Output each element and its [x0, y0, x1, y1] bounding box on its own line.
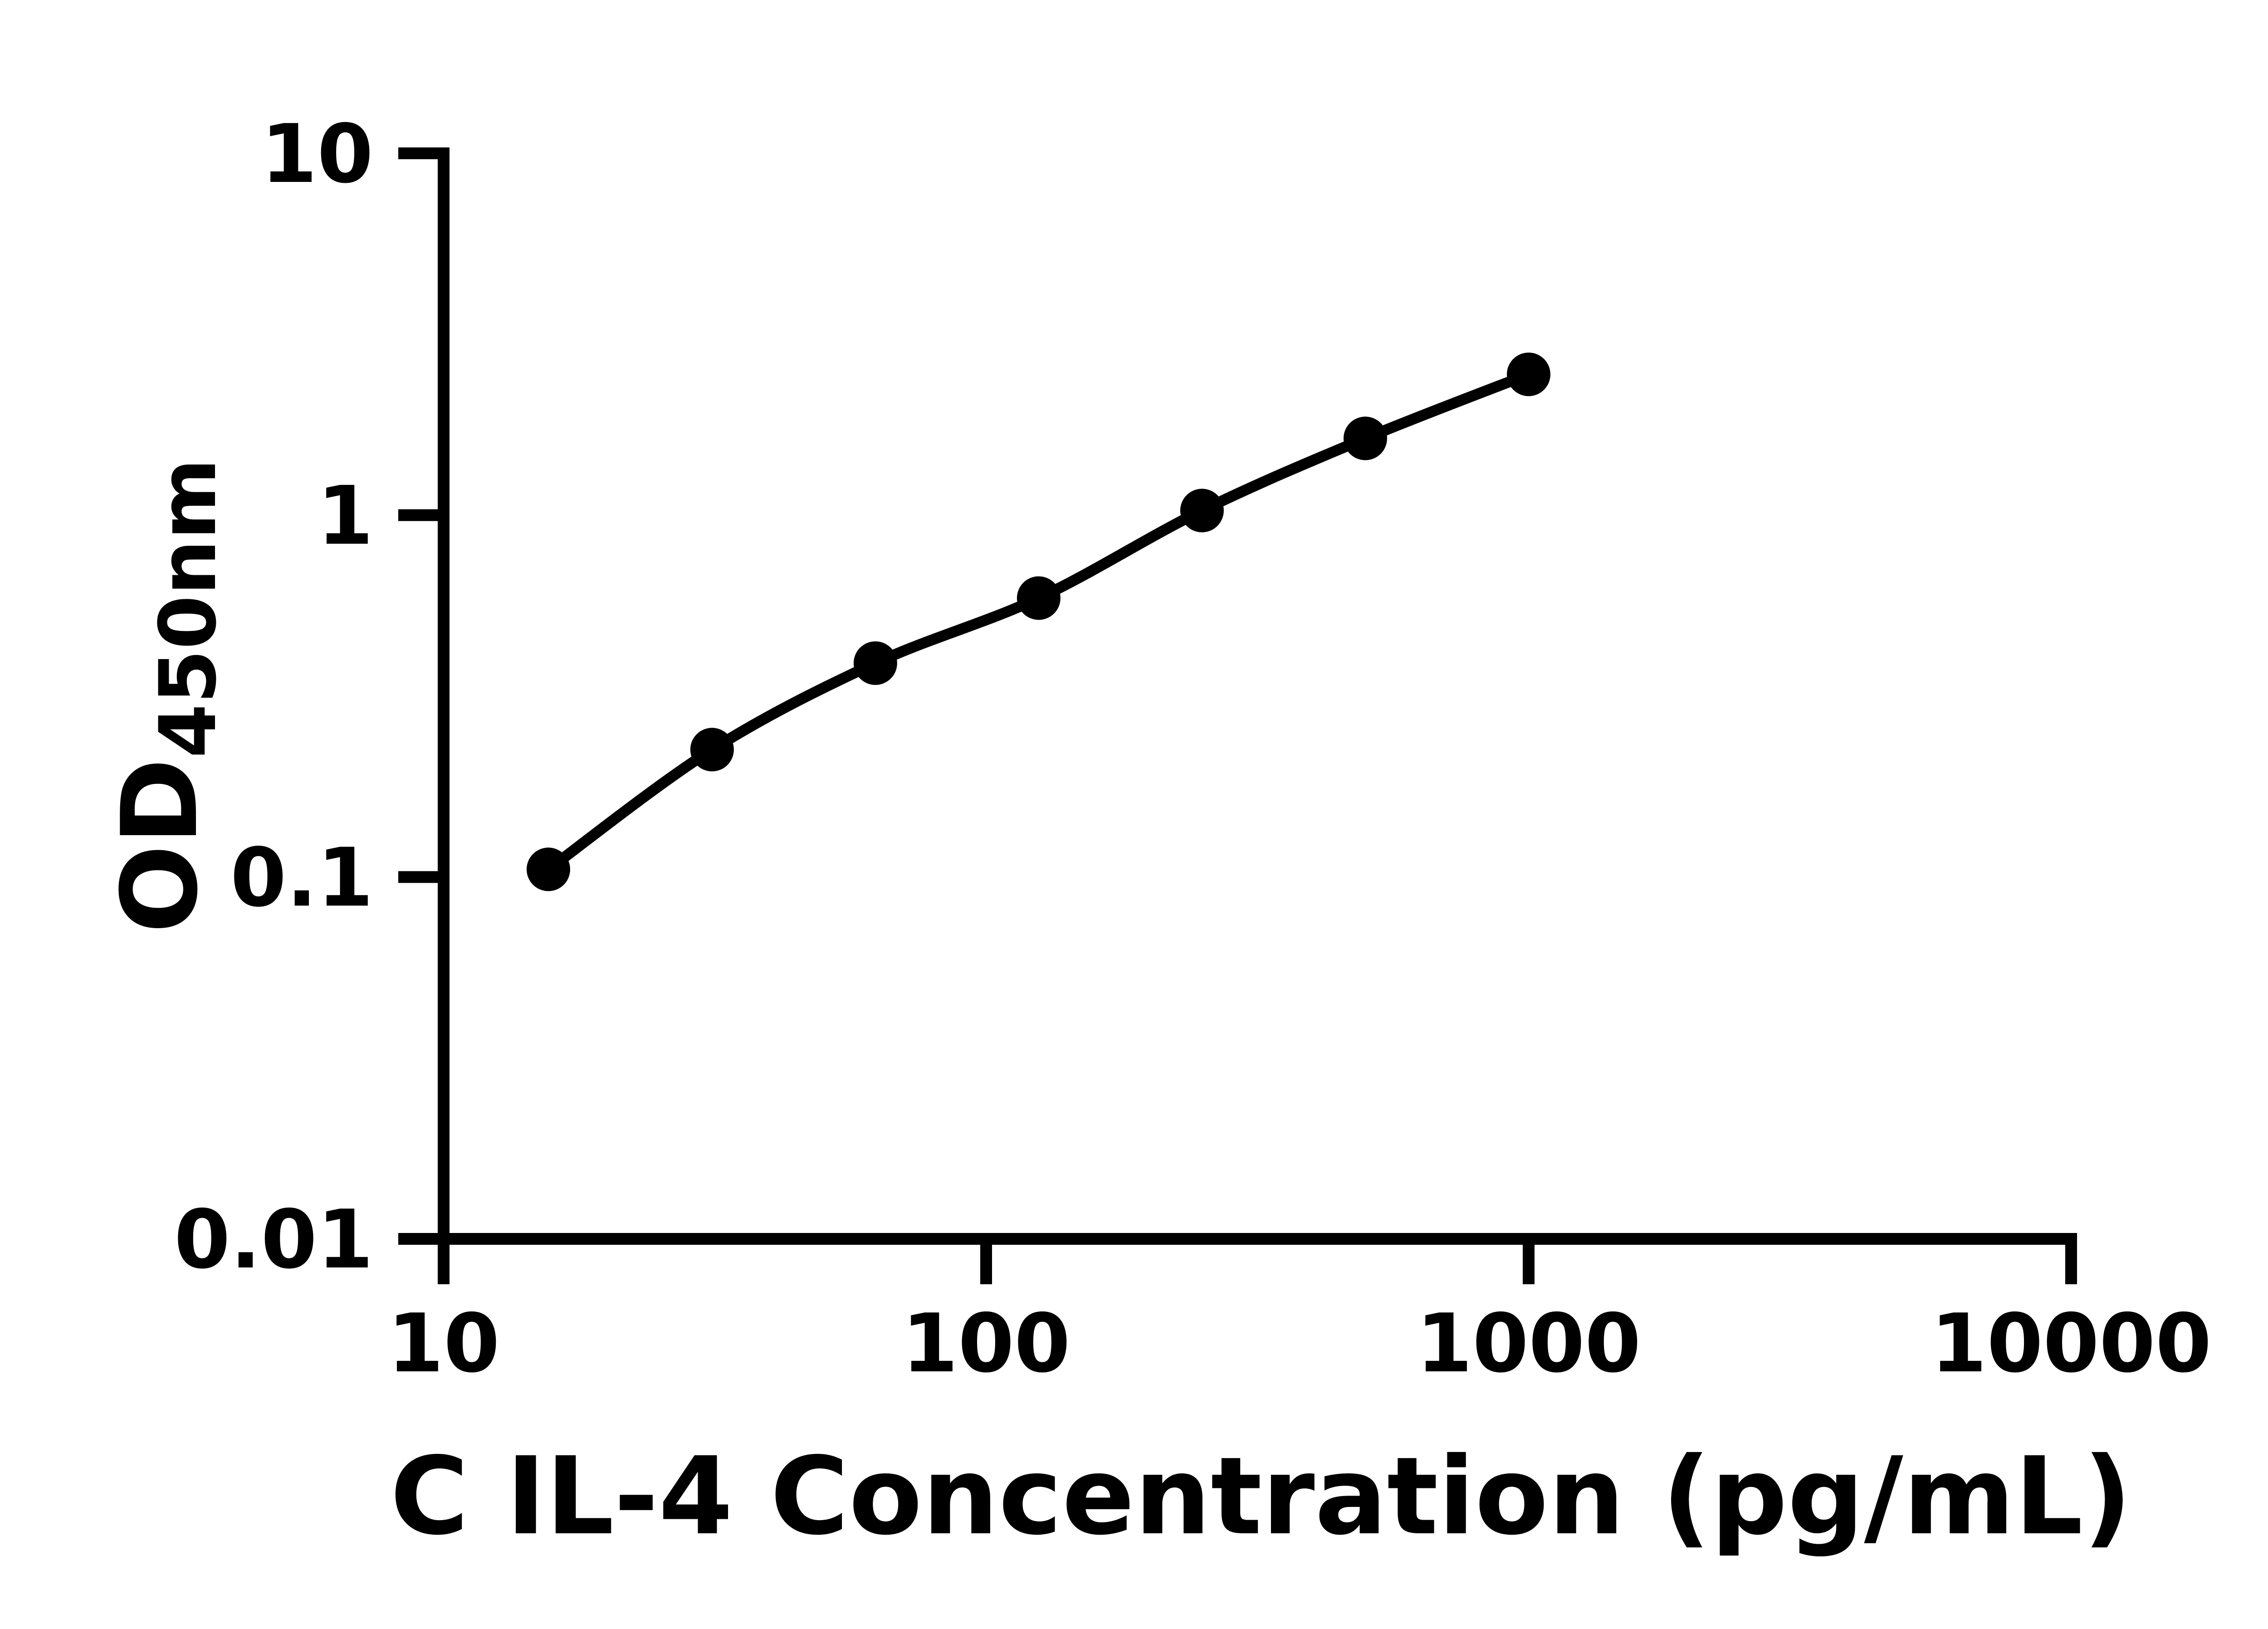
y-tick-marks — [398, 147, 444, 1245]
data-points — [526, 352, 1550, 891]
x-axis-title: C IL-4 Concentration (pg/mL) — [390, 1434, 2132, 1559]
data-point — [1343, 416, 1387, 460]
x-tick-label: 10 — [387, 1296, 500, 1390]
y-tick-label: 10 — [261, 107, 373, 201]
x-tick-label: 100 — [902, 1296, 1070, 1390]
y-tick-labels: 0.01 0.1 1 10 — [174, 107, 373, 1287]
y-tick-label: 0.01 — [174, 1193, 373, 1287]
y-axis-title-main: OD — [100, 758, 221, 933]
data-point — [853, 641, 897, 685]
y-axis-title-subscript: 450nm — [142, 458, 234, 758]
x-tick-marks — [438, 1239, 2077, 1284]
x-tick-label: 1000 — [1416, 1296, 1641, 1390]
x-tick-label: 10000 — [1931, 1296, 2211, 1390]
data-point — [690, 728, 734, 772]
x-tick-labels: 10 100 1000 10000 — [387, 1296, 2211, 1390]
data-point — [1180, 489, 1224, 533]
y-tick-label: 1 — [317, 469, 373, 563]
data-point — [526, 847, 570, 891]
data-point — [1507, 352, 1550, 396]
y-tick-label: 0.1 — [230, 831, 373, 925]
data-point — [1017, 576, 1061, 620]
y-axis-title: OD450nm — [100, 458, 234, 933]
